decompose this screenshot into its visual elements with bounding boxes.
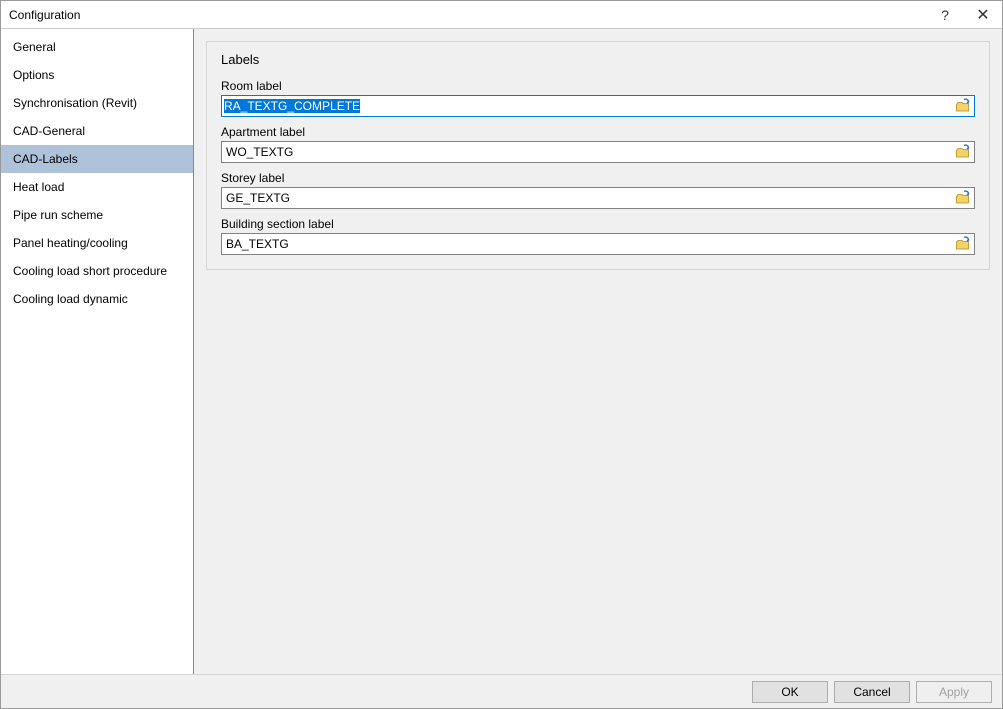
text-input[interactable] <box>222 188 952 208</box>
open-folder-icon <box>955 144 971 160</box>
window-title: Configuration <box>9 8 926 22</box>
sidebar-item[interactable]: Synchronisation (Revit) <box>1 89 193 117</box>
ok-button[interactable]: OK <box>752 681 828 703</box>
help-button[interactable]: ? <box>926 1 964 29</box>
group-title: Labels <box>221 52 975 67</box>
browse-button[interactable] <box>952 142 974 162</box>
field-label: Building section label <box>221 217 975 231</box>
text-selection: RA_TEXTG_COMPLETE <box>224 99 360 113</box>
field-label: Storey label <box>221 171 975 185</box>
labels-group: Labels Room label RA_TEXTG_COMPLETE Apartm… <box>206 41 990 270</box>
sidebar-item[interactable]: General <box>1 33 193 61</box>
field-label: Room label <box>221 79 975 93</box>
cancel-button[interactable]: Cancel <box>834 681 910 703</box>
sidebar-item[interactable]: Heat load <box>1 173 193 201</box>
dialog-body: GeneralOptionsSynchronisation (Revit)CAD… <box>1 29 1002 674</box>
sidebar-item[interactable]: Cooling load dynamic <box>1 285 193 313</box>
close-icon: ✕ <box>976 5 989 25</box>
help-icon: ? <box>941 7 949 23</box>
sidebar-item[interactable]: Options <box>1 61 193 89</box>
open-folder-icon <box>955 190 971 206</box>
sidebar-item[interactable]: Pipe run scheme <box>1 201 193 229</box>
text-input[interactable] <box>222 142 952 162</box>
open-folder-icon <box>955 236 971 252</box>
input-row <box>221 233 975 255</box>
close-button[interactable]: ✕ <box>964 1 1002 29</box>
input-row: RA_TEXTG_COMPLETE <box>221 95 975 117</box>
input-row <box>221 141 975 163</box>
browse-button[interactable] <box>952 234 974 254</box>
browse-button[interactable] <box>952 96 974 116</box>
sidebar-item[interactable]: CAD-General <box>1 117 193 145</box>
dialog-footer: OK Cancel Apply <box>1 674 1002 708</box>
open-folder-icon <box>955 98 971 114</box>
text-input[interactable]: RA_TEXTG_COMPLETE <box>222 96 952 116</box>
titlebar: Configuration ? ✕ <box>1 1 1002 29</box>
sidebar-item[interactable]: Cooling load short procedure <box>1 257 193 285</box>
text-input[interactable] <box>222 234 952 254</box>
browse-button[interactable] <box>952 188 974 208</box>
input-row <box>221 187 975 209</box>
field-label: Apartment label <box>221 125 975 139</box>
content-area: Labels Room label RA_TEXTG_COMPLETE Apartm… <box>194 29 1002 674</box>
sidebar: GeneralOptionsSynchronisation (Revit)CAD… <box>1 29 194 674</box>
configuration-dialog: Configuration ? ✕ GeneralOptionsSynchron… <box>0 0 1003 709</box>
sidebar-item[interactable]: CAD-Labels <box>1 145 193 173</box>
sidebar-item[interactable]: Panel heating/cooling <box>1 229 193 257</box>
apply-button[interactable]: Apply <box>916 681 992 703</box>
